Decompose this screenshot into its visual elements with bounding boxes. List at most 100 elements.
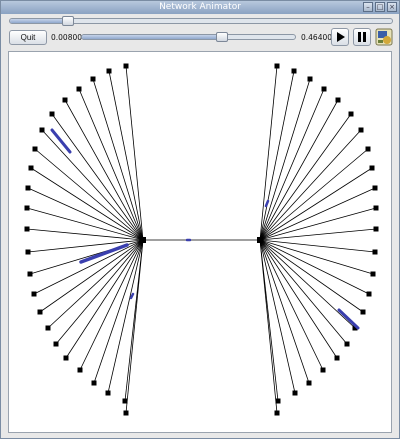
leaf-node bbox=[307, 76, 313, 82]
link bbox=[259, 239, 296, 394]
leaf-node bbox=[369, 165, 375, 171]
link bbox=[27, 239, 144, 253]
link bbox=[259, 167, 373, 241]
timeline-fill bbox=[10, 19, 68, 23]
link bbox=[259, 187, 376, 241]
leaf-node bbox=[31, 291, 37, 297]
router-node-left bbox=[140, 237, 146, 243]
packet bbox=[337, 308, 360, 330]
maximize-icon[interactable]: □ bbox=[375, 2, 385, 12]
leaf-node bbox=[49, 111, 55, 117]
link bbox=[125, 65, 144, 241]
link bbox=[65, 239, 144, 359]
leaf-node bbox=[28, 165, 34, 171]
packet bbox=[50, 128, 72, 154]
leaf-node bbox=[334, 355, 340, 361]
play-icon bbox=[337, 32, 345, 42]
pause-icon bbox=[358, 32, 366, 42]
leaf-node bbox=[360, 309, 366, 315]
link bbox=[26, 207, 144, 241]
link bbox=[259, 207, 377, 241]
leaf-node bbox=[25, 249, 31, 255]
app-logo-icon bbox=[375, 28, 393, 46]
leaf-node bbox=[275, 398, 281, 404]
leaf-node bbox=[291, 68, 297, 74]
link bbox=[27, 187, 144, 241]
leaf-node bbox=[32, 146, 38, 152]
network-graph bbox=[24, 63, 379, 416]
link bbox=[33, 239, 144, 295]
leaf-node bbox=[91, 380, 97, 386]
link bbox=[79, 239, 144, 371]
leaf-node bbox=[105, 390, 111, 396]
window-title: Network Animator bbox=[159, 2, 241, 12]
rate-thumb[interactable] bbox=[215, 32, 228, 42]
leaf-node bbox=[37, 309, 43, 315]
network-canvas[interactable] bbox=[8, 51, 392, 433]
link bbox=[51, 113, 144, 241]
packet bbox=[264, 199, 270, 208]
link bbox=[259, 88, 325, 241]
leaf-node bbox=[372, 249, 378, 255]
title-bar: Network Animator – □ × bbox=[1, 1, 399, 14]
link bbox=[93, 239, 144, 384]
leaf-node bbox=[344, 341, 350, 347]
app-logo-button[interactable] bbox=[375, 28, 393, 46]
link bbox=[55, 239, 144, 345]
leaf-node bbox=[24, 226, 30, 232]
leaf-node bbox=[274, 63, 280, 69]
rate-slider[interactable] bbox=[81, 32, 296, 42]
window-controls: – □ × bbox=[363, 2, 397, 12]
leaf-node bbox=[372, 185, 378, 191]
link bbox=[259, 239, 324, 371]
leaf-node bbox=[77, 367, 83, 373]
rate-max-label: 0.464000 bbox=[301, 33, 337, 42]
link bbox=[259, 78, 311, 241]
leaf-node bbox=[53, 341, 59, 347]
timeline-thumb[interactable] bbox=[61, 16, 74, 26]
leaf-node bbox=[306, 380, 312, 386]
link bbox=[259, 239, 338, 359]
rate-fill bbox=[82, 35, 221, 39]
link bbox=[259, 239, 278, 414]
leaf-node bbox=[320, 367, 326, 373]
link bbox=[41, 129, 144, 241]
packet bbox=[79, 243, 129, 264]
leaf-node bbox=[63, 355, 69, 361]
link bbox=[259, 99, 339, 241]
link bbox=[259, 70, 295, 241]
leaf-node bbox=[123, 63, 129, 69]
leaf-node bbox=[365, 146, 371, 152]
link bbox=[30, 167, 144, 241]
leaf-node bbox=[45, 325, 51, 331]
leaf-node bbox=[106, 68, 112, 74]
leaf-node bbox=[366, 291, 372, 297]
close-icon[interactable]: × bbox=[387, 2, 397, 12]
link bbox=[259, 129, 362, 241]
link bbox=[92, 78, 144, 241]
leaf-node bbox=[122, 398, 128, 404]
link bbox=[125, 239, 144, 414]
link bbox=[259, 239, 374, 275]
leaf-node bbox=[373, 226, 379, 232]
minimize-icon[interactable]: – bbox=[363, 2, 373, 12]
leaf-node bbox=[27, 271, 33, 277]
leaf-node bbox=[373, 205, 379, 211]
leaf-node bbox=[352, 325, 358, 331]
quit-button[interactable]: Quit bbox=[9, 30, 47, 45]
leaf-node bbox=[25, 185, 31, 191]
link bbox=[259, 239, 348, 345]
link bbox=[259, 239, 370, 295]
link bbox=[107, 239, 144, 394]
pause-button[interactable] bbox=[353, 28, 371, 46]
link bbox=[259, 239, 356, 329]
leaf-node bbox=[321, 86, 327, 92]
link bbox=[259, 228, 377, 241]
link bbox=[259, 239, 364, 313]
leaf-node bbox=[24, 205, 30, 211]
link bbox=[39, 239, 144, 313]
play-button[interactable] bbox=[331, 28, 349, 46]
link bbox=[259, 239, 310, 384]
timeline-slider[interactable] bbox=[9, 16, 393, 26]
